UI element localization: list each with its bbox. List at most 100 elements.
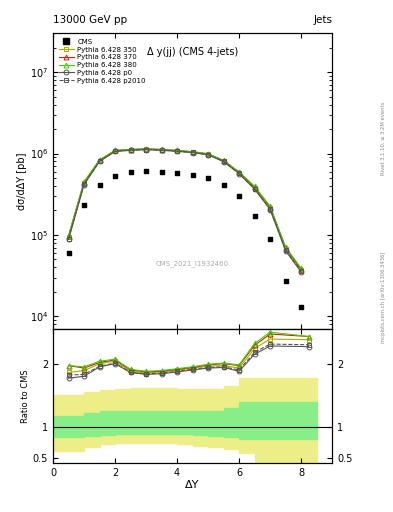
Pythia 6.428 p2010 — [175, 148, 180, 154]
CMS — [127, 168, 134, 176]
Pythia 6.428 380 — [221, 157, 226, 163]
Pythia 6.428 350 — [221, 158, 226, 164]
Pythia 6.428 350 — [159, 147, 164, 153]
Pythia 6.428 p0 — [175, 148, 180, 155]
Pythia 6.428 380 — [237, 169, 241, 175]
CMS — [81, 201, 87, 209]
Pythia 6.428 350 — [206, 151, 210, 157]
Pythia 6.428 350 — [283, 245, 288, 251]
Y-axis label: Ratio to CMS: Ratio to CMS — [21, 369, 30, 423]
Pythia 6.428 370 — [144, 146, 149, 152]
Text: Δ y(jj) (CMS 4-jets): Δ y(jj) (CMS 4-jets) — [147, 47, 238, 57]
CMS — [143, 167, 149, 175]
Pythia 6.428 p0 — [283, 248, 288, 254]
Pythia 6.428 380 — [206, 151, 210, 157]
Pythia 6.428 p0 — [268, 206, 272, 212]
Pythia 6.428 p2010 — [299, 268, 303, 274]
Pythia 6.428 370 — [113, 147, 118, 154]
Pythia 6.428 350 — [190, 149, 195, 155]
Pythia 6.428 350 — [66, 233, 71, 240]
Pythia 6.428 370 — [252, 184, 257, 190]
Pythia 6.428 370 — [299, 266, 303, 272]
Line: Pythia 6.428 p2010: Pythia 6.428 p2010 — [66, 147, 303, 273]
Pythia 6.428 p2010 — [144, 146, 149, 153]
Pythia 6.428 350 — [299, 267, 303, 273]
Pythia 6.428 370 — [268, 204, 272, 210]
Pythia 6.428 380 — [113, 147, 118, 154]
Pythia 6.428 p2010 — [237, 170, 241, 177]
Pythia 6.428 350 — [268, 205, 272, 211]
Pythia 6.428 350 — [252, 185, 257, 191]
Pythia 6.428 p2010 — [82, 181, 86, 187]
Pythia 6.428 380 — [97, 157, 102, 163]
Pythia 6.428 350 — [113, 148, 118, 154]
Pythia 6.428 p2010 — [221, 158, 226, 164]
Pythia 6.428 p2010 — [206, 152, 210, 158]
Pythia 6.428 350 — [128, 147, 133, 153]
Pythia 6.428 370 — [97, 157, 102, 163]
CMS — [252, 212, 258, 220]
Line: Pythia 6.428 370: Pythia 6.428 370 — [66, 146, 303, 271]
Line: Pythia 6.428 350: Pythia 6.428 350 — [66, 147, 303, 272]
Pythia 6.428 380 — [159, 146, 164, 153]
Pythia 6.428 p0 — [82, 182, 86, 188]
CMS — [205, 174, 211, 182]
Pythia 6.428 370 — [283, 244, 288, 250]
Y-axis label: dσ/dΔY [pb]: dσ/dΔY [pb] — [17, 153, 27, 210]
Pythia 6.428 p2010 — [190, 150, 195, 156]
Pythia 6.428 p2010 — [252, 186, 257, 192]
Pythia 6.428 380 — [252, 183, 257, 189]
Pythia 6.428 p0 — [299, 269, 303, 275]
Pythia 6.428 380 — [175, 147, 180, 154]
CMS — [236, 192, 242, 200]
Line: Pythia 6.428 380: Pythia 6.428 380 — [66, 146, 303, 271]
CMS — [220, 181, 227, 189]
Legend: CMS, Pythia 6.428 350, Pythia 6.428 370, Pythia 6.428 380, Pythia 6.428 p0, Pyth: CMS, Pythia 6.428 350, Pythia 6.428 370,… — [57, 37, 148, 86]
CMS — [112, 172, 118, 180]
Text: Jets: Jets — [313, 14, 332, 25]
Pythia 6.428 p2010 — [128, 147, 133, 153]
Pythia 6.428 370 — [66, 233, 71, 239]
Pythia 6.428 p0 — [206, 152, 210, 158]
Text: CMS_2021_I1932460: CMS_2021_I1932460 — [156, 261, 229, 267]
Pythia 6.428 350 — [175, 148, 180, 154]
Pythia 6.428 380 — [66, 232, 71, 239]
Pythia 6.428 370 — [159, 146, 164, 153]
CMS — [65, 249, 72, 257]
Pythia 6.428 380 — [128, 146, 133, 153]
Text: mcplots.cern.ch [arXiv:1306.3436]: mcplots.cern.ch [arXiv:1306.3436] — [381, 251, 386, 343]
Pythia 6.428 p2010 — [113, 148, 118, 155]
Pythia 6.428 p0 — [237, 170, 241, 177]
Pythia 6.428 350 — [144, 146, 149, 152]
Pythia 6.428 p0 — [159, 147, 164, 154]
Pythia 6.428 380 — [190, 148, 195, 155]
Pythia 6.428 350 — [237, 169, 241, 176]
Pythia 6.428 p0 — [113, 148, 118, 155]
Pythia 6.428 p0 — [144, 146, 149, 153]
Pythia 6.428 p2010 — [66, 236, 71, 242]
Pythia 6.428 370 — [175, 147, 180, 154]
Pythia 6.428 370 — [221, 158, 226, 164]
Text: 13000 GeV pp: 13000 GeV pp — [53, 14, 127, 25]
Pythia 6.428 p0 — [128, 147, 133, 154]
Pythia 6.428 p2010 — [97, 158, 102, 164]
Pythia 6.428 p2010 — [283, 247, 288, 253]
Pythia 6.428 p0 — [66, 237, 71, 243]
Pythia 6.428 370 — [206, 151, 210, 157]
Pythia 6.428 p2010 — [159, 147, 164, 153]
Pythia 6.428 p0 — [252, 186, 257, 192]
Pythia 6.428 370 — [237, 169, 241, 175]
Pythia 6.428 p0 — [221, 159, 226, 165]
CMS — [174, 169, 180, 178]
CMS — [189, 171, 196, 179]
Pythia 6.428 370 — [128, 146, 133, 153]
CMS — [96, 181, 103, 189]
Text: Rivet 3.1.10, ≥ 3.2M events: Rivet 3.1.10, ≥ 3.2M events — [381, 101, 386, 175]
Pythia 6.428 350 — [97, 158, 102, 164]
Pythia 6.428 380 — [268, 203, 272, 209]
Pythia 6.428 p0 — [97, 158, 102, 164]
CMS — [283, 277, 289, 285]
Pythia 6.428 370 — [82, 179, 86, 185]
Pythia 6.428 380 — [283, 244, 288, 250]
Pythia 6.428 p2010 — [268, 206, 272, 212]
